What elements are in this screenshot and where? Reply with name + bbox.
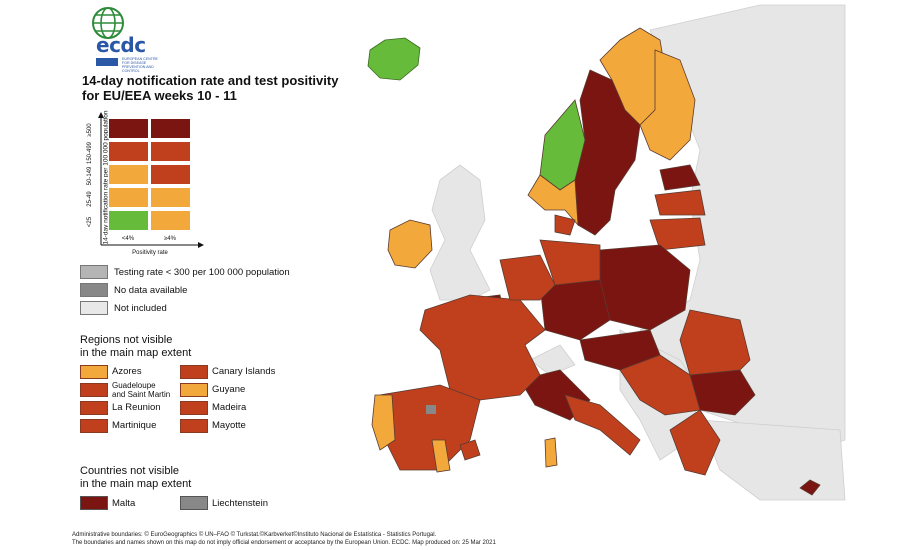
- region-label: Madeira: [212, 402, 247, 413]
- matrix-row-label: <25: [87, 216, 93, 228]
- baltics: [649, 164, 706, 251]
- region-swatch: [80, 401, 108, 415]
- region-label: Mayotte: [212, 420, 246, 431]
- footer-attribution: Administrative boundaries: © EuroGeograp…: [72, 531, 496, 547]
- scandinavia: [527, 27, 696, 236]
- matrix-cell: [108, 210, 149, 231]
- iceland: [367, 37, 421, 81]
- special-legend-label: Testing rate < 300 per 100 000 populatio…: [114, 267, 290, 278]
- mainland-orange: [371, 394, 558, 473]
- region-swatch: [80, 419, 108, 433]
- matrix-cell: [108, 141, 149, 162]
- eu-flag-icon: [96, 58, 118, 66]
- matrix-col-label: <4%: [121, 236, 135, 242]
- mainland-red: [379, 239, 751, 476]
- country-label: Liechtenstein: [212, 498, 268, 509]
- country-swatch: [80, 496, 108, 510]
- regions-heading: Regions not visible in the main map exte…: [80, 334, 191, 360]
- region-swatch: [180, 383, 208, 397]
- region-swatch: [80, 365, 108, 379]
- region-label: Martinique: [112, 420, 157, 431]
- country-swatch: [180, 496, 208, 510]
- logo-subtitle: EUROPEAN CENTRE FOR DISEASE PREVENTION A…: [122, 57, 158, 73]
- regions-heading-line1: Regions not visible: [80, 334, 173, 346]
- map-title: 14-day notification rate and test positi…: [82, 73, 342, 103]
- matrix-cell: [108, 164, 149, 185]
- map-title-line2: for EU/EEA weeks 10 - 11: [82, 88, 237, 103]
- region-label: La Reunion: [112, 402, 161, 413]
- region-label: Guyane: [212, 384, 246, 395]
- matrix-cell: [108, 187, 149, 208]
- region-swatch: [180, 401, 208, 415]
- countries-heading-line2: in the main map extent: [80, 478, 192, 490]
- region-label: Guadeloupe and Saint Martin: [112, 381, 171, 399]
- logo-wordmark: ecdc: [96, 33, 146, 57]
- region-swatch: [180, 365, 208, 379]
- matrix-cell: [150, 187, 191, 208]
- country-label: Malta: [112, 498, 136, 509]
- countries-heading-line1: Countries not visible: [80, 465, 180, 477]
- ireland: [387, 219, 433, 269]
- region-swatch: [180, 419, 208, 433]
- special-legend-swatch: [80, 283, 108, 297]
- footer-line1: Administrative boundaries: © EuroGeograp…: [72, 532, 437, 538]
- region-label: Azores: [112, 366, 142, 377]
- footer-line2: The boundaries and names shown on this m…: [72, 540, 496, 546]
- matrix-cell: [150, 210, 191, 231]
- special-legend-label: No data available: [114, 285, 188, 296]
- region-label: Canary Islands: [212, 366, 276, 377]
- matrix-cell: [108, 118, 149, 139]
- map-title-line1: 14-day notification rate and test positi…: [82, 73, 339, 88]
- special-legend-swatch: [80, 265, 108, 279]
- matrix-cell: [150, 141, 191, 162]
- no-data-region: [426, 405, 436, 414]
- matrix-axes: [98, 112, 204, 248]
- matrix-cell: [150, 164, 191, 185]
- matrix-cell: [150, 118, 191, 139]
- matrix-x-label: Positivity rate: [132, 250, 168, 256]
- ecdc-logo: [82, 6, 182, 74]
- special-legend-swatch: [80, 301, 108, 315]
- special-legend-label: Not included: [114, 303, 167, 314]
- countries-heading: Countries not visible in the main map ex…: [80, 465, 191, 491]
- regions-heading-line2: in the main map extent: [80, 347, 192, 359]
- globe-icon: [92, 7, 124, 39]
- matrix-col-label: ≥4%: [164, 236, 176, 242]
- region-swatch: [80, 383, 108, 397]
